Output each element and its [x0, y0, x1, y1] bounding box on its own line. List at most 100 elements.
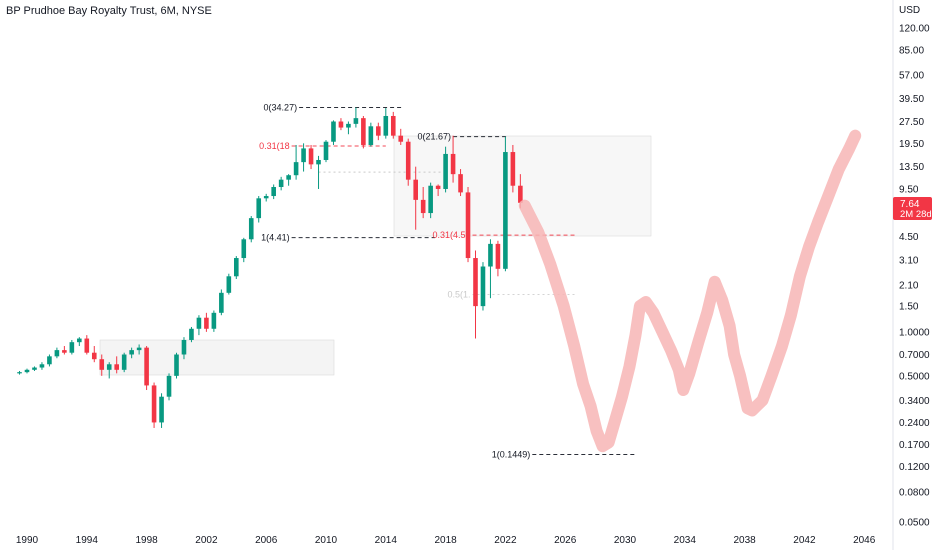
candle-body [189, 328, 194, 340]
price-tick-label: 19.50 [899, 139, 924, 150]
candle-body [450, 153, 456, 175]
candle-body [219, 292, 224, 313]
candles-layer [17, 107, 523, 428]
candle-body [263, 196, 269, 199]
candle-body [428, 185, 433, 214]
time-tick-label: 2038 [733, 535, 756, 546]
candle-body [301, 148, 306, 163]
time-tick-label: 2022 [494, 535, 517, 546]
last-price-value: 7.64 [900, 199, 920, 210]
fib-level-label: 0.5(1. [447, 290, 470, 300]
price-tick-label: 0.5000 [899, 371, 930, 382]
last-price-label: 7.64 2M 28d [893, 197, 932, 220]
range-zone-1990s [99, 339, 335, 376]
candle-body [174, 354, 179, 376]
price-tick-label: 39.50 [899, 94, 924, 105]
candle-body [480, 266, 486, 307]
fib-level-label: 0.31(18 [259, 141, 290, 151]
candle-body [24, 369, 30, 373]
candle-body [91, 352, 97, 360]
candle-body [69, 342, 75, 353]
price-tick-label: 85.00 [899, 45, 924, 56]
price-tick-label: 57.00 [899, 71, 924, 82]
candle-body [54, 350, 60, 357]
price-tick-label: 13.50 [899, 162, 924, 173]
candle-body [211, 312, 217, 329]
candle-body [144, 347, 149, 386]
candle-body [346, 123, 351, 128]
candle-body [256, 198, 262, 219]
price-tick-label: 120.00 [899, 24, 930, 35]
candle-body [241, 239, 247, 259]
price-tick-label: 4.50 [899, 232, 919, 243]
fib-level-label: 1(0.1449) [492, 449, 531, 459]
price-tick-label: 0.3400 [899, 396, 930, 407]
price-tick-label: 0.2400 [899, 418, 930, 429]
time-tick-label: 1998 [135, 535, 158, 546]
candle-body [121, 354, 127, 370]
time-tick-label: 2034 [674, 535, 697, 546]
price-tick-label: 1.0000 [899, 327, 930, 338]
time-tick-label: 2030 [614, 535, 637, 546]
candle-body [368, 126, 374, 145]
currency-label: USD [899, 5, 920, 16]
candle-body [234, 258, 239, 277]
candle-body [166, 375, 172, 397]
candle-body [361, 118, 366, 145]
candle-body [420, 199, 426, 214]
candle-body [17, 372, 22, 374]
candle-body [293, 162, 299, 176]
candle-body [398, 135, 404, 142]
candle-body [518, 185, 523, 203]
candle-body [338, 121, 344, 128]
candle-body [136, 347, 142, 351]
price-tick-label: 3.10 [899, 256, 919, 267]
candle-body [383, 115, 389, 136]
time-tick-label: 2042 [793, 535, 816, 546]
candle-body [106, 364, 112, 370]
candle-body [331, 121, 336, 142]
candle-body [353, 118, 359, 124]
candle-body [226, 276, 232, 293]
candle-body [286, 175, 291, 180]
fib-guides-layer: 0(34.27) 0.31(18 1(4.41) 0(21.67) 0.31(4.59 0… [259, 103, 637, 459]
candle-body [435, 185, 441, 189]
candle-body [114, 364, 119, 370]
price-tick-label: 0.7000 [899, 350, 930, 361]
candle-body [495, 243, 501, 269]
candle-body [390, 115, 396, 136]
price-tick-label: 0.0800 [899, 488, 930, 499]
candle-body [503, 152, 508, 269]
candle-body [129, 350, 134, 355]
candle-body [323, 141, 329, 160]
price-tick-label: 2.10 [899, 280, 919, 291]
candle-body [308, 148, 314, 165]
candle-body [316, 159, 321, 165]
time-tick-label: 2002 [195, 535, 218, 546]
fib-level-label: 0(34.27) [264, 103, 298, 113]
candle-body [62, 350, 67, 353]
projection-path [518, 129, 862, 453]
candle-body [248, 218, 254, 240]
price-tick-label: 0.1700 [899, 440, 930, 451]
last-price-badge [893, 197, 932, 220]
candle-body [473, 258, 478, 307]
time-tick-label: 2046 [853, 535, 876, 546]
price-tick-label: 27.50 [899, 117, 924, 128]
price-tick-label: 0.0500 [899, 518, 930, 529]
candle-body [181, 339, 187, 355]
fib-level-label: 0.31(4.59 [432, 230, 470, 240]
candle-body [510, 152, 516, 186]
time-tick-label: 1994 [76, 535, 99, 546]
candle-body [271, 186, 276, 197]
candle-body [465, 192, 471, 259]
projection-drawing [518, 129, 862, 453]
candle-body [196, 317, 202, 329]
candle-body [413, 179, 418, 200]
candle-body [159, 396, 164, 423]
candle-body [77, 338, 82, 343]
candle-body [99, 359, 105, 370]
price-tick-label: 9.50 [899, 184, 919, 195]
candle-body [151, 385, 157, 423]
